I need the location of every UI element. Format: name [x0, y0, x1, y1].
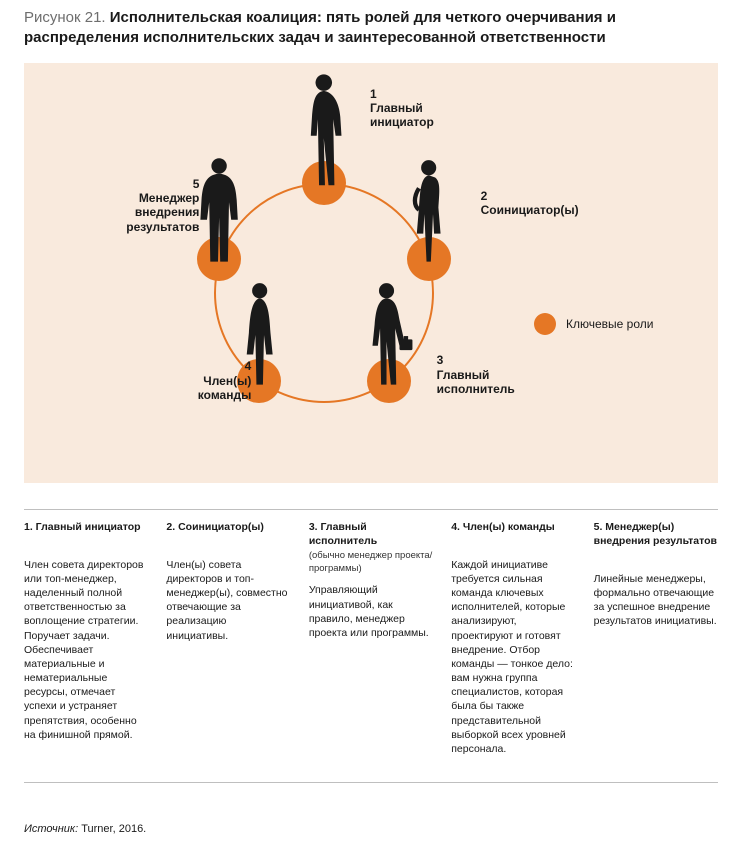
role-definition: 1. Главный инициатор Член совета директор… — [24, 520, 148, 757]
role-name: Менеджер внедрения результатов — [79, 191, 199, 234]
definition-body: Линейные менеджеры, формально отвечающие… — [594, 572, 718, 629]
definition-title: 1. Главный инициатор — [24, 520, 148, 534]
role-number: 5 — [79, 177, 199, 191]
role-definition: 5. Менеджер(ы) внедрения результатов Лине… — [594, 520, 718, 757]
role-number: 4 — [131, 359, 251, 373]
source-label: Источник: — [24, 823, 78, 835]
role-name: Главный исполнитель — [437, 368, 557, 397]
definition-body: Член(ы) совета директоров и топ-менеджер… — [166, 558, 290, 643]
role-label: 5Менеджер внедрения результатов — [79, 177, 199, 235]
role-number: 1 — [370, 87, 490, 101]
role-number: 3 — [437, 353, 557, 367]
role-definitions: 1. Главный инициатор Член совета директор… — [24, 520, 718, 757]
definition-title: 4. Член(ы) команды — [451, 520, 575, 534]
role-silhouette — [406, 158, 451, 266]
definition-subtitle: (обычно менеджер проекта/программы) — [309, 550, 433, 576]
section-divider — [24, 509, 718, 510]
figure-caption: Рисунок 21. Исполнительская коалиция: пя… — [24, 8, 718, 49]
role-name: Соинициатор(ы) — [481, 203, 601, 217]
role-number: 2 — [481, 189, 601, 203]
source-line: Источник: Turner, 2016. — [24, 823, 718, 835]
role-silhouette — [193, 156, 245, 266]
definition-title: 5. Менеджер(ы) внедрения результатов — [594, 520, 718, 548]
definition-title: 3. Главный исполнитель — [309, 520, 433, 548]
definition-body: Член совета директоров или топ-менеджер,… — [24, 558, 148, 742]
figure-title: Исполнительская коалиция: пять ролей для… — [24, 9, 616, 46]
definition-body: Управляющий инициативой, как правило, ме… — [309, 583, 433, 640]
role-label: 3Главный исполнитель — [437, 353, 557, 396]
roles-diagram: 1Главный инициатор 2Соинициатор(ы) 3Глав… — [24, 63, 718, 483]
role-definition: 3. Главный исполнитель(обычно менеджер п… — [309, 520, 433, 757]
source-text: Turner, 2016. — [81, 823, 146, 835]
role-label: 4Член(ы) команды — [131, 359, 251, 402]
legend: Ключевые роли — [534, 313, 653, 335]
role-name: Главный инициатор — [370, 101, 490, 130]
role-label: 2Соинициатор(ы) — [481, 189, 601, 218]
role-name: Член(ы) команды — [131, 374, 251, 403]
definition-title: 2. Соинициатор(ы) — [166, 520, 290, 534]
role-silhouette — [299, 72, 349, 190]
definition-body: Каждой инициативе требуется сильная кома… — [451, 558, 575, 756]
role-definition: 4. Член(ы) команды Каждой инициативе треб… — [451, 520, 575, 757]
legend-text: Ключевые роли — [566, 317, 653, 331]
role-definition: 2. Соинициатор(ы) Член(ы) совета директор… — [166, 520, 290, 757]
role-label: 1Главный инициатор — [370, 87, 490, 130]
figure-label: Рисунок 21. — [24, 9, 106, 26]
legend-swatch — [534, 313, 556, 335]
bottom-divider — [24, 782, 718, 783]
role-silhouette — [362, 281, 415, 389]
